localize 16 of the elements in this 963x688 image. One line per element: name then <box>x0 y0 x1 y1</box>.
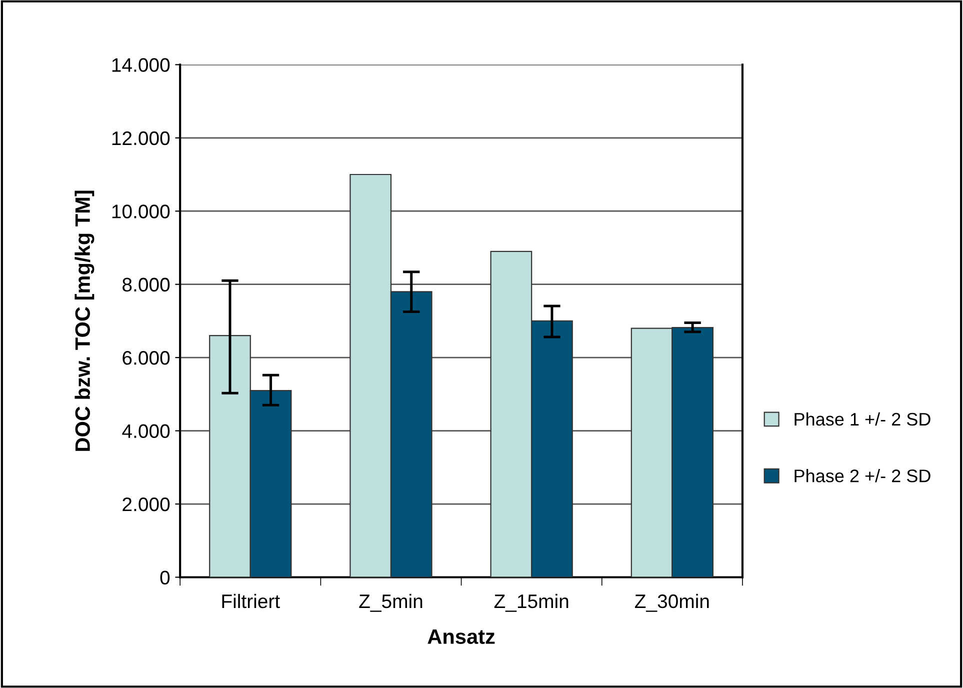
x-tick-label: Z_5min <box>359 594 422 612</box>
x-tick-label: Z_15min <box>494 594 568 612</box>
x-axis-title: Ansatz <box>428 629 495 644</box>
x-tick-label: Filtriert <box>222 594 280 608</box>
y-tick-label: 8.000 <box>122 278 170 292</box>
y-tick-label: 6.000 <box>122 351 170 365</box>
y-tick-label: 10.000 <box>112 204 170 218</box>
y-tick-label: 0 <box>160 570 170 584</box>
y-axis-title: DOC bzw. TOC [mg/kg TM] <box>74 190 94 451</box>
legend-label: Phase 1 +/- 2 SD <box>794 412 930 426</box>
x-tick-label: Z_30min <box>634 594 709 612</box>
y-tick-label: 14.000 <box>112 58 170 72</box>
y-tick-label: 12.000 <box>112 131 170 146</box>
y-tick-label: 4.000 <box>122 424 170 438</box>
y-tick-label: 2.000 <box>122 497 170 512</box>
legend-label: Phase 2 +/- 2 SD <box>794 469 930 482</box>
